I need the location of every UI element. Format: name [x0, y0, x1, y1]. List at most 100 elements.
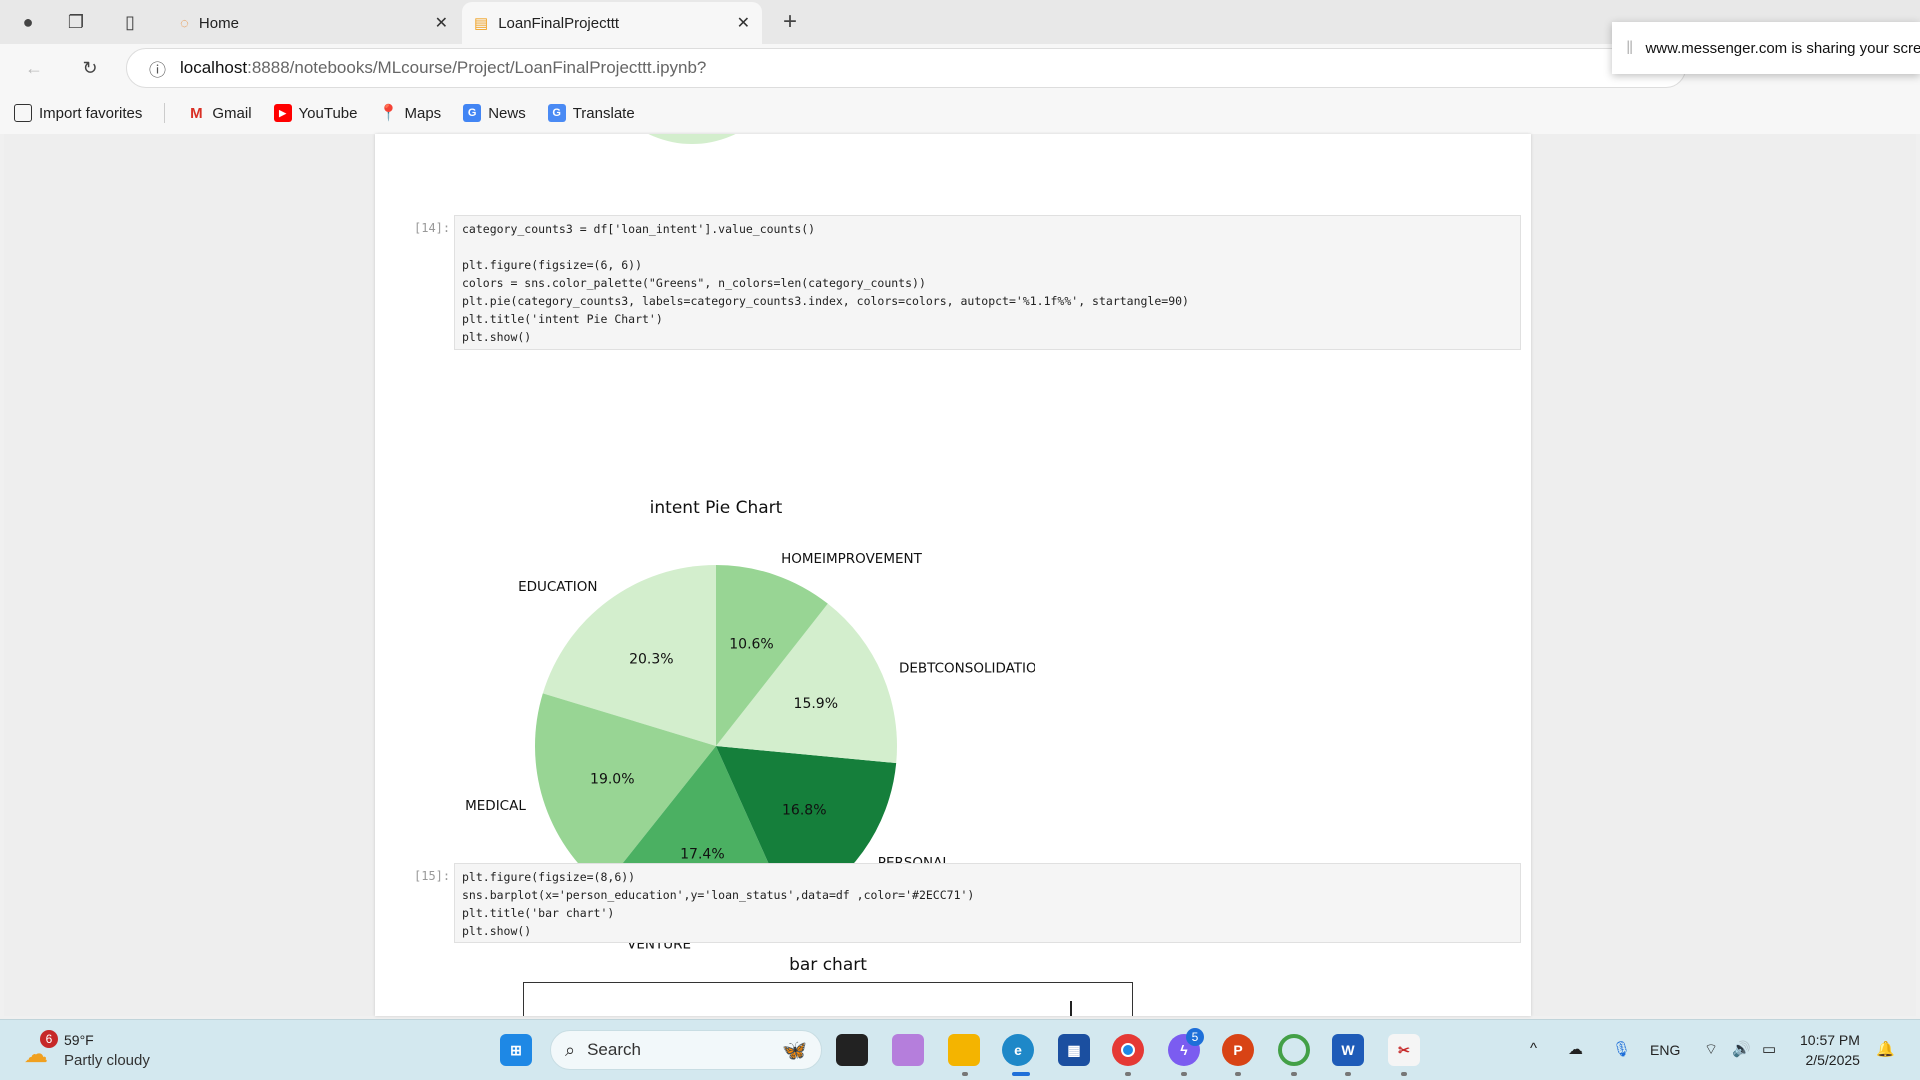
pie-slice-education: [542, 565, 716, 746]
code-cell-14[interactable]: category_counts3 = df['loan_intent'].val…: [454, 215, 1521, 350]
notification-bell-icon[interactable]: 🔔: [1876, 1041, 1895, 1058]
wifi-icon[interactable]: ⌔: [1704, 1041, 1719, 1058]
pie-slice-medical: [535, 693, 716, 888]
chrome-icon[interactable]: [1112, 1034, 1144, 1066]
clock[interactable]: 10:57 PM 2/5/2025: [1800, 1032, 1860, 1068]
pie-pct-label: 17.4%: [680, 847, 724, 863]
copilot-icon[interactable]: [892, 1034, 924, 1066]
word-icon[interactable]: W: [1332, 1034, 1364, 1066]
store-icon[interactable]: ▦: [1058, 1034, 1090, 1066]
powerpoint-icon[interactable]: P: [1222, 1034, 1254, 1066]
pie-chart: intent Pie Chart 20.3% EDUCATION 19.0% MEDI…: [465, 498, 1035, 953]
code-line: category_counts3 = df['loan_intent'].val…: [462, 222, 816, 236]
code-line: sns.barplot(x='person_education',y='loan…: [462, 888, 975, 902]
bar-chart-title: bar chart: [789, 955, 867, 975]
running-indicator: [1125, 1072, 1131, 1076]
snipping-tool-icon[interactable]: ✂: [1388, 1034, 1420, 1066]
pie-category-label: DEBTCONSOLIDATION: [899, 661, 1035, 677]
tab-home[interactable]: ◌ Home ✕: [180, 14, 448, 33]
bookmark-maps[interactable]: 📍 Maps: [378, 104, 442, 123]
running-indicator: [1235, 1072, 1241, 1076]
bookmark-news[interactable]: G News: [463, 104, 526, 122]
code-cell-15[interactable]: plt.figure(figsize=(8,6)) sns.barplot(x=…: [454, 863, 1521, 943]
vertical-tabs-icon[interactable]: ▯: [125, 11, 135, 32]
translate-icon: G: [547, 104, 566, 122]
code-line: plt.figure(figsize=(6, 6)): [462, 258, 643, 272]
close-tab-icon[interactable]: ✕: [736, 15, 750, 32]
pie-category-label: HOMEIMPROVEMENT: [781, 551, 923, 567]
news-icon: G: [463, 104, 482, 122]
home-tab-icon: ◌: [180, 14, 189, 32]
pie-pct-label: 15.9%: [794, 696, 838, 712]
code-line: [462, 238, 1513, 256]
language-indicator[interactable]: ENG: [1650, 1042, 1681, 1058]
youtube-icon: ▶: [273, 104, 292, 122]
close-tab-icon[interactable]: ✕: [434, 15, 448, 32]
error-bar: [1070, 1001, 1072, 1016]
chart-title: intent Pie Chart: [650, 498, 783, 518]
bookmark-import-favorites[interactable]: Import favorites: [14, 104, 142, 122]
taskbar: ☁ 6 59°F Partly cloudy ⊞ ⌕ Search 🦋 e ▦ ϟ…: [0, 1019, 1920, 1080]
bar-chart-axes: [523, 982, 1133, 1016]
browser-tab-bar: ● ❐ ▯ ◌ Home ✕ ▤ LoanFinalProjecttt ✕ +: [0, 0, 1920, 44]
taskbar-search[interactable]: ⌕ Search 🦋: [550, 1030, 822, 1070]
back-icon[interactable]: ←: [25, 57, 43, 78]
microphone-icon[interactable]: 🎙: [1612, 1041, 1632, 1058]
show-hidden-icons[interactable]: ^: [1530, 1040, 1538, 1057]
cell-prompt: [15]:: [414, 869, 451, 883]
gmail-icon: M: [190, 104, 203, 122]
weather-widget[interactable]: ☁ 6 59°F Partly cloudy: [24, 1030, 150, 1069]
code-line: plt.title('bar chart'): [462, 906, 615, 920]
battery-icon[interactable]: ▭: [1762, 1041, 1777, 1058]
import-icon: [14, 104, 32, 122]
pie-slice-personal: [716, 746, 897, 912]
site-info-icon[interactable]: ⓘ: [149, 60, 166, 80]
code-line: colors = sns.color_palette("Greens", n_c…: [462, 276, 926, 290]
new-tab-button[interactable]: +: [782, 8, 797, 35]
butterfly-icon: 🦋: [782, 1039, 807, 1062]
refresh-icon[interactable]: ↻: [82, 57, 98, 78]
start-button[interactable]: ⊞: [500, 1034, 532, 1066]
code-line: plt.pie(category_counts3, labels=categor…: [462, 294, 1189, 308]
app-ring-icon[interactable]: [1278, 1034, 1310, 1066]
active-indicator: [1012, 1072, 1030, 1076]
code-line: plt.title('intent Pie Chart'): [462, 312, 663, 326]
code-line: plt.figure(figsize=(8,6)): [462, 870, 636, 884]
pie-pct-label: 16.8%: [782, 802, 826, 818]
pie-slice-debtconsolidation: [716, 603, 897, 764]
pie-category-label: MEDICAL: [465, 798, 526, 814]
profile-icon[interactable]: ●: [22, 11, 34, 32]
favorites-bar: Import favorites M Gmail ▶ YouTube 📍 Maps G…: [0, 92, 1920, 134]
code-line: plt.show(): [462, 330, 532, 344]
running-indicator: [1291, 1072, 1297, 1076]
bookmark-gmail[interactable]: M Gmail: [187, 104, 251, 122]
volume-icon[interactable]: 🔊: [1732, 1041, 1751, 1058]
messenger-badge: 5: [1186, 1028, 1204, 1046]
previous-pie-chart-bottom: [648, 134, 736, 144]
pie-pct-label: 19.0%: [590, 771, 634, 787]
code-line: plt.show(): [462, 924, 532, 938]
running-indicator: [1345, 1072, 1351, 1076]
search-icon: ⌕: [565, 1039, 576, 1060]
task-view-icon[interactable]: [836, 1034, 868, 1066]
tab-loanfinalprojecttt[interactable]: ▤ LoanFinalProjecttt ✕: [462, 2, 762, 44]
bookmark-youtube[interactable]: ▶ YouTube: [273, 104, 358, 122]
collections-icon[interactable]: ❐: [67, 11, 85, 32]
file-explorer-icon[interactable]: [948, 1034, 980, 1066]
running-indicator: [1401, 1072, 1407, 1076]
pause-icon[interactable]: ‖: [1626, 37, 1634, 58]
notebook-page[interactable]: [14]: category_counts3 = df['loan_intent…: [375, 134, 1531, 1016]
address-bar[interactable]: ⓘ localhost:8888/notebooks/MLcourse/Proj…: [126, 48, 1686, 88]
edge-icon[interactable]: e: [1002, 1034, 1034, 1066]
cell-prompt: [14]:: [414, 221, 451, 235]
notebook-tab-icon: ▤: [474, 15, 489, 32]
pie-slice-homeimprovement: [716, 565, 828, 746]
address-row: ← ↻ ⓘ localhost:8888/notebooks/MLcourse/…: [0, 44, 1920, 92]
bookmark-translate[interactable]: G Translate: [547, 104, 635, 122]
pie-category-label: EDUCATION: [518, 579, 597, 595]
pie-pct-label: 20.3%: [629, 652, 673, 668]
divider: [164, 103, 166, 123]
maps-icon: 📍: [378, 105, 399, 122]
screen-sharing-notice: ‖ www.messenger.com is sharing your scree…: [1612, 22, 1920, 74]
onedrive-offline-icon[interactable]: ☁: [1568, 1041, 1583, 1058]
